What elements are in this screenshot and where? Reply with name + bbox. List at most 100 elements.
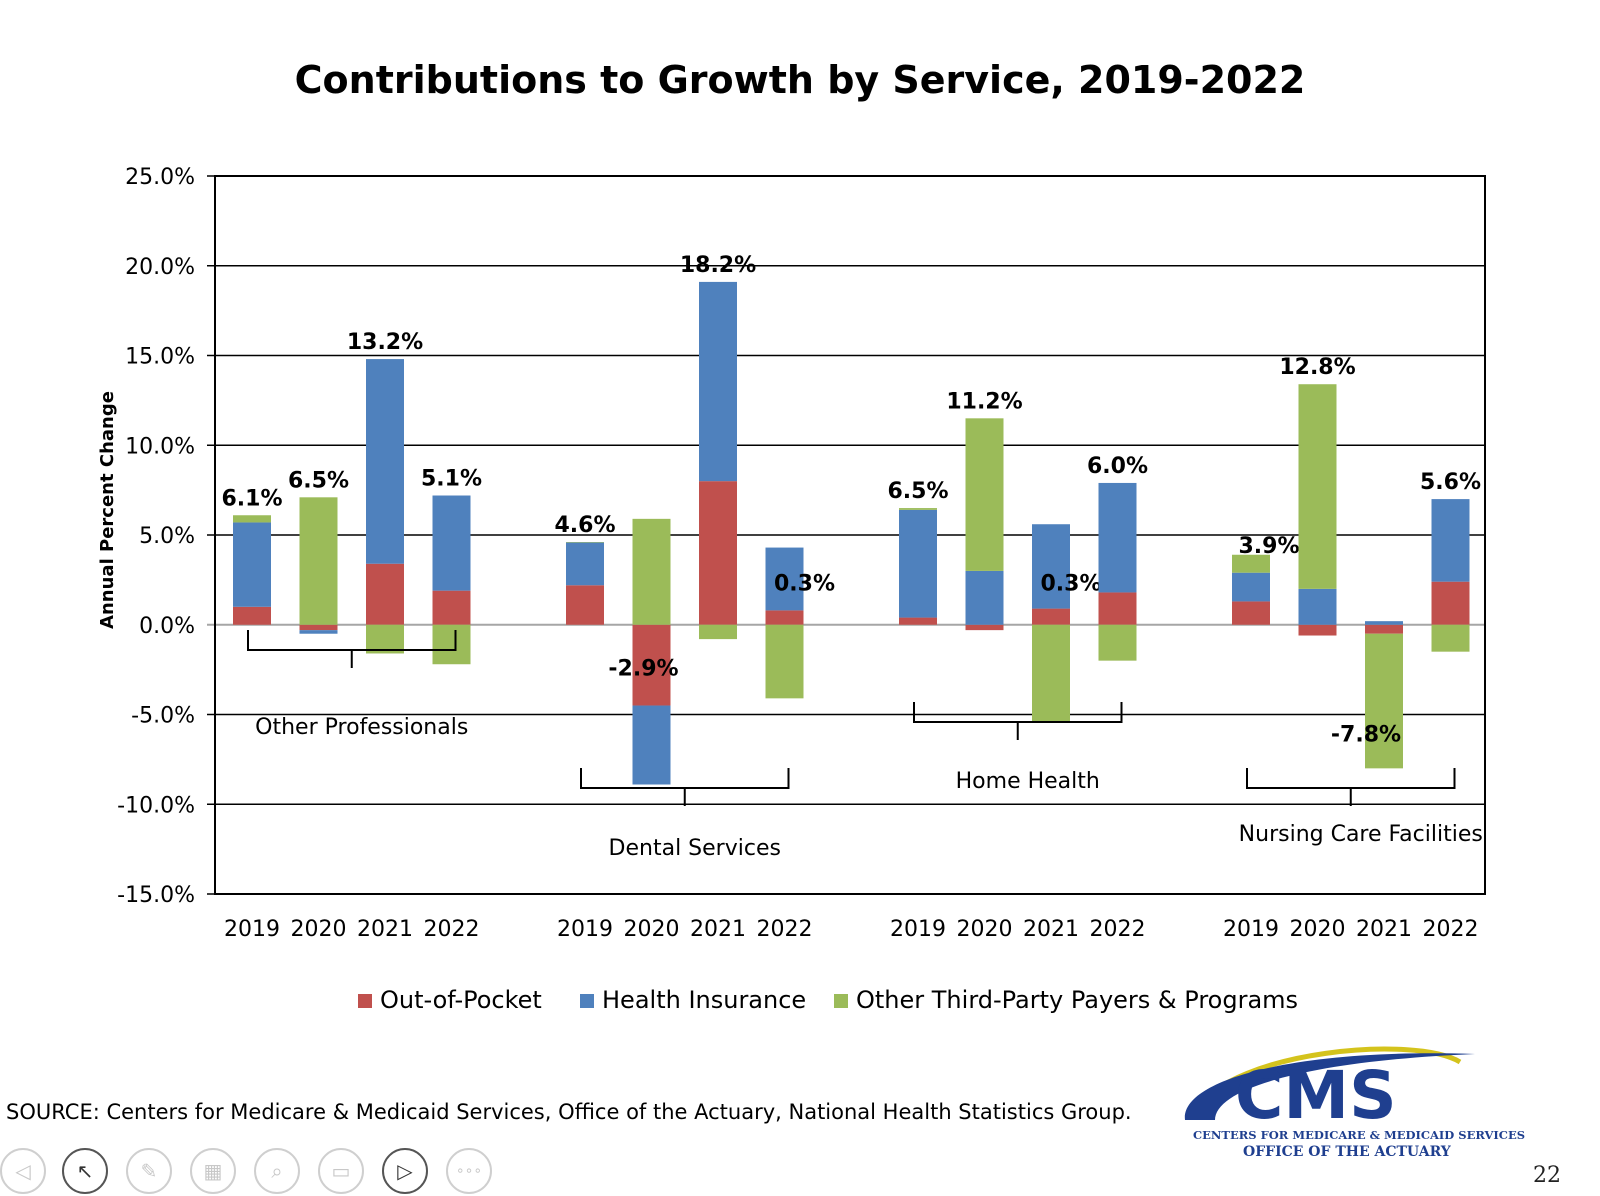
pen-icon[interactable]: ✎ [126,1148,172,1194]
bar-segment-out-of-pocket [299,624,338,631]
y-tick-label: 15.0% [125,345,195,370]
chart-title: Contributions to Growth by Service, 2019… [294,58,1306,102]
camera-icon[interactable]: ▷ [382,1148,428,1194]
data-label: -2.9% [608,657,678,682]
bar-segment-out-of-pocket [699,481,737,625]
source-note: SOURCE: Centers for Medicare & Medicaid … [6,1100,1132,1124]
y-tick-label: -5.0% [131,704,195,729]
y-tick-label: 5.0% [139,524,195,549]
subtitles-icon[interactable]: ▭ [318,1148,364,1194]
plot-frame [214,175,1486,895]
bar-segment-other-third-party-payers-programs [765,624,804,699]
x-tick-label: 2019 [890,917,946,942]
x-tick-label: 2020 [957,917,1013,942]
x-tick-label: 2019 [224,917,280,942]
x-tick-label: 2021 [357,917,413,942]
bar-segment-other-third-party-payers-programs [1232,554,1270,573]
bar-segment-health-insurance [1098,482,1137,593]
y-tick-label: -15.0% [117,883,195,908]
bar-segment-out-of-pocket [632,624,671,706]
data-label: -7.8% [1331,722,1401,747]
bar-segment-out-of-pocket [1032,608,1070,625]
y-tick-label: 25.0% [125,165,195,190]
bar-segment-health-insurance [432,495,471,591]
bar-segment-health-insurance [965,570,1004,625]
bar-segment-health-insurance [366,359,404,564]
group-bracket [247,630,457,668]
data-label: 4.6% [554,513,615,538]
bar-segment-out-of-pocket [1365,624,1403,634]
bar-segment-health-insurance [1232,572,1270,602]
group-bracket [913,702,1123,740]
y-tick-label: 20.0% [125,255,195,280]
legend-swatch [834,994,848,1008]
group-label: Home Health [956,769,1100,794]
bar-segment-out-of-pocket [566,585,604,625]
x-tick-label: 2020 [291,917,347,942]
bar-segment-health-insurance [899,509,937,618]
data-label: 3.9% [1238,534,1299,559]
y-tick-label: 0.0% [139,614,195,639]
more-options-icon[interactable]: ∘∘∘ [446,1148,492,1194]
data-label: 12.8% [1279,355,1355,380]
data-label: 13.2% [347,330,423,355]
data-label: 5.6% [1420,470,1481,495]
bar-segment-health-insurance [1365,621,1403,625]
group-label: Nursing Care Facilities [1239,822,1483,847]
data-label: 11.2% [946,389,1022,414]
bar-segment-out-of-pocket [233,606,271,625]
zoom-icon[interactable]: ⌕ [254,1148,300,1194]
slides-grid-icon[interactable]: ▦ [190,1148,236,1194]
bar-segment-health-insurance [566,542,604,586]
bar-segment-other-third-party-payers-programs [632,518,671,625]
bar-segment-other-third-party-payers-programs [432,624,471,665]
x-tick-label: 2022 [757,917,813,942]
bar-segment-out-of-pocket [965,624,1004,631]
y-tick-label: 10.0% [125,434,195,459]
group-label: Dental Services [609,836,781,861]
x-tick-label: 2019 [557,917,613,942]
bar-segment-other-third-party-payers-programs [899,508,937,510]
slide-number: 22 [1533,1163,1561,1188]
bar-segment-health-insurance [699,281,737,482]
bar-segment-other-third-party-payers-programs [233,515,271,523]
bar-segment-health-insurance [1032,524,1070,609]
bar-segment-other-third-party-payers-programs [566,542,604,543]
group-label: Other Professionals [255,715,468,740]
bar-segment-out-of-pocket [899,617,937,625]
y-axis-label: Annual Percent Change [97,391,118,629]
bar-segment-out-of-pocket [1098,592,1137,625]
x-tick-label: 2020 [1290,917,1346,942]
x-tick-label: 2022 [424,917,480,942]
bar-segment-out-of-pocket [432,590,471,625]
legend-swatch [580,994,594,1008]
bar-segment-out-of-pocket [765,610,804,625]
bar-segment-out-of-pocket [366,563,404,625]
x-tick-label: 2022 [1423,917,1479,942]
bar-segment-out-of-pocket [1431,581,1470,625]
group-bracket [1246,768,1456,806]
bar-segment-out-of-pocket [1298,624,1337,636]
bar-segment-health-insurance [765,547,804,611]
group-bracket [580,768,790,806]
cms-logo-line2: OFFICE OF THE ACTUARY [1243,1144,1452,1160]
bar-segment-other-third-party-payers-programs [299,497,338,625]
data-label: 0.3% [774,572,835,597]
bar-segment-health-insurance [632,705,671,785]
previous-arrow-icon[interactable]: ◁ [0,1148,46,1194]
data-label: 0.3% [1040,572,1101,597]
bar-segment-other-third-party-payers-programs [366,624,404,654]
bar-segment-other-third-party-payers-programs [1365,633,1403,769]
data-label: 6.0% [1087,454,1148,479]
x-tick-label: 2022 [1090,917,1146,942]
x-tick-label: 2021 [1023,917,1079,942]
cms-logo-text: CMS [1235,1057,1397,1134]
bar-segment-health-insurance [1431,499,1470,582]
bar-segment-health-insurance [299,630,338,634]
x-tick-label: 2021 [1356,917,1412,942]
bar-segment-other-third-party-payers-programs [1298,384,1337,589]
pointer-icon[interactable]: ↖ [62,1148,108,1194]
bar-segment-other-third-party-payers-programs [699,624,737,640]
bar-segment-other-third-party-payers-programs [1098,624,1137,661]
data-label: 18.2% [680,253,756,278]
